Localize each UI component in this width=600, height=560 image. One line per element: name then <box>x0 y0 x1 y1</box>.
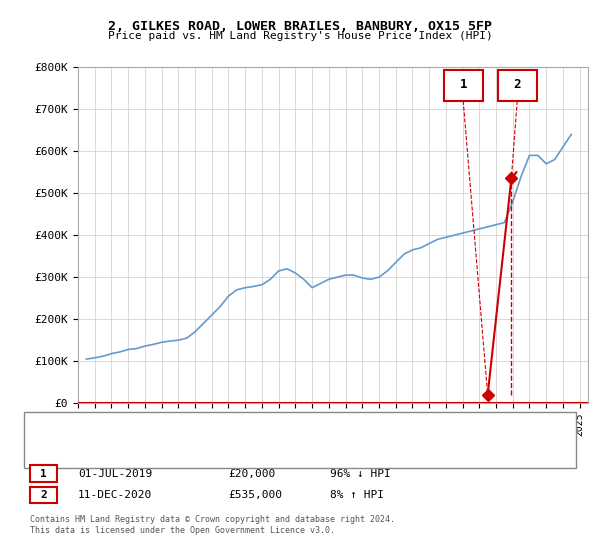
Text: 2, GILKES ROAD, LOWER BRAILES, BANBURY, OX15 5FP: 2, GILKES ROAD, LOWER BRAILES, BANBURY, … <box>108 20 492 32</box>
Text: 96% ↓ HPI: 96% ↓ HPI <box>330 469 391 479</box>
Text: 11-DEC-2020: 11-DEC-2020 <box>78 490 152 500</box>
Text: 2: 2 <box>40 490 47 500</box>
Text: 8% ↑ HPI: 8% ↑ HPI <box>330 490 384 500</box>
Text: 01-JUL-2019: 01-JUL-2019 <box>78 469 152 479</box>
Text: ———: ——— <box>42 441 65 455</box>
Text: Price paid vs. HM Land Registry's House Price Index (HPI): Price paid vs. HM Land Registry's House … <box>107 31 493 41</box>
Text: £20,000: £20,000 <box>228 469 275 479</box>
Text: Contains HM Land Registry data © Crown copyright and database right 2024.
This d: Contains HM Land Registry data © Crown c… <box>30 515 395 535</box>
Text: 1: 1 <box>460 78 467 91</box>
Text: HPI: Average price, detached house, Stratford-on-Avon: HPI: Average price, detached house, Stra… <box>84 444 369 452</box>
Text: £535,000: £535,000 <box>228 490 282 500</box>
Text: 1: 1 <box>40 469 47 479</box>
Text: ———: ——— <box>42 423 65 436</box>
Text: 2, GILKES ROAD, LOWER BRAILES, BANBURY, OX15 5FP (detached house): 2, GILKES ROAD, LOWER BRAILES, BANBURY, … <box>84 425 433 434</box>
Text: 2: 2 <box>514 78 521 91</box>
